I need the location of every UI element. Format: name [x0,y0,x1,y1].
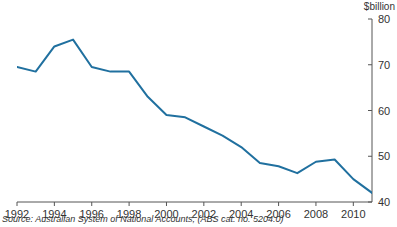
x-tick-label: 2008 [304,208,328,220]
x-tick [353,202,354,206]
x-tick [315,202,316,206]
data-line [17,40,372,193]
y-tick [368,110,372,111]
source-note: Source: Australian System of National Ac… [2,214,283,224]
y-tick-label: 80 [378,13,390,25]
y-tick [368,19,372,20]
y-tick-label: 50 [378,150,390,162]
chart: 1992199419961998200020022004200620082010… [0,0,397,227]
x-tick [203,202,204,206]
plot-area [17,40,372,193]
x-tick [166,202,167,206]
y-axis-label: $billion [364,1,395,12]
x-tick [241,202,242,206]
y-tick [368,202,372,203]
y-tick [368,156,372,157]
x-tick-label: 2010 [341,208,365,220]
x-tick [91,202,92,206]
x-tick [129,202,130,206]
y-tick [368,64,372,65]
y-tick-label: 60 [378,105,390,117]
x-tick [54,202,55,206]
chart-container: 1992199419961998200020022004200620082010… [0,0,397,227]
x-tick [278,202,279,206]
y-tick-label: 40 [378,196,390,208]
y-tick-label: 70 [378,59,390,71]
x-tick [17,202,18,206]
x-axis [17,202,372,203]
